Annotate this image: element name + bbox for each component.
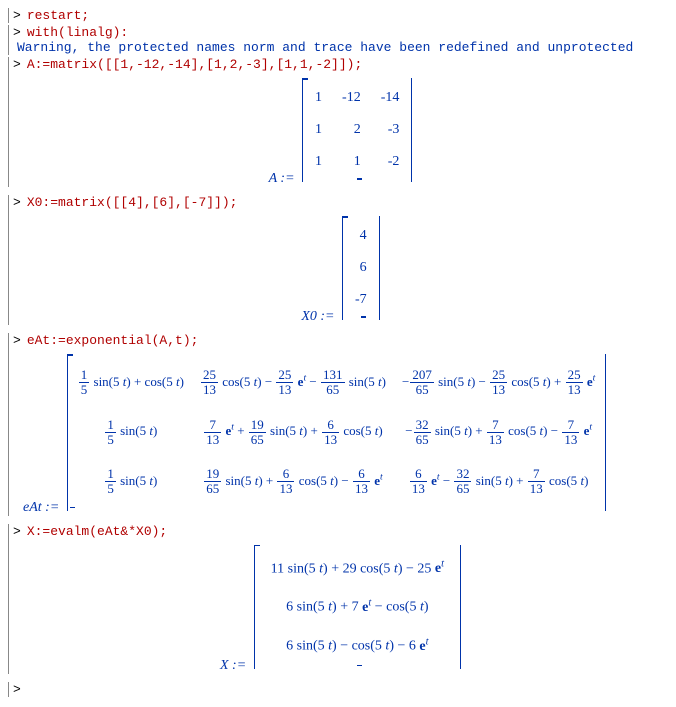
matrix-cell: 1965 sin(5 t) + 613 cos(5 t) − 613 et <box>192 457 394 507</box>
block-eAt: > eAt:=exponential(A,t); eAt := 15 sin(5… <box>8 333 668 516</box>
prompt-X[interactable]: > X:=evalm(eAt&*X0); <box>13 524 668 539</box>
matrix-A: 1-12-1412-311-2 <box>302 78 412 182</box>
matrix-cell: 15 sin(5 t) <box>70 457 192 507</box>
matrix-cell: -7 <box>345 284 377 316</box>
matrix-cell: −20765 sin(5 t) − 2513 cos(5 t) + 2513 e… <box>394 358 603 408</box>
lhs-eAt: eAt := <box>23 500 63 515</box>
warning-text: Warning, the protected names norm and tr… <box>13 40 668 55</box>
matrix-cell: -2 <box>371 146 410 178</box>
matrix-X0: 46-7 <box>342 216 380 320</box>
matrix-cell: 1 <box>305 114 332 146</box>
block-restart: > restart; <box>8 8 668 23</box>
cmd-with[interactable]: with(linalg): <box>27 25 128 40</box>
prompt-X0[interactable]: > X0:=matrix([[4],[6],[-7]]); <box>13 195 668 210</box>
block-A: > A:=matrix([[1,-12,-14],[1,2,-3],[1,1,-… <box>8 57 668 187</box>
prompt-marker: > <box>13 8 21 23</box>
matrix-cell: 6 <box>345 252 377 284</box>
cmd-restart[interactable]: restart; <box>27 8 89 23</box>
prompt-marker: > <box>13 57 21 72</box>
matrix-cell: 613 et − 3265 sin(5 t) + 713 cos(5 t) <box>394 457 603 507</box>
cmd-A[interactable]: A:=matrix([[1,-12,-14],[1,2,-3],[1,1,-2]… <box>27 57 362 72</box>
matrix-cell: 1 <box>305 82 332 114</box>
cmd-eAt[interactable]: eAt:=exponential(A,t); <box>27 333 199 348</box>
prompt-restart[interactable]: > restart; <box>13 8 668 23</box>
matrix-cell: 6 sin(5 t) + 7 et − cos(5 t) <box>257 587 458 626</box>
block-X: > X:=evalm(eAt&*X0); X := 11 sin(5 t) + … <box>8 524 668 674</box>
prompt-marker: > <box>13 524 21 539</box>
block-with-linalg: > with(linalg): Warning, the protected n… <box>8 25 668 55</box>
matrix-cell: -3 <box>371 114 410 146</box>
prompt-marker: > <box>13 25 21 40</box>
output-A: A := 1-12-1412-311-2 <box>13 78 668 187</box>
prompt-marker: > <box>13 333 21 348</box>
matrix-cell: 11 sin(5 t) + 29 cos(5 t) − 25 et <box>257 549 458 588</box>
matrix-cell: 15 sin(5 t) + cos(5 t) <box>70 358 192 408</box>
matrix-cell: 2513 cos(5 t) − 2513 et − 13165 sin(5 t) <box>192 358 394 408</box>
matrix-cell: 15 sin(5 t) <box>70 408 192 458</box>
matrix-cell: 6 sin(5 t) − cos(5 t) − 6 et <box>257 626 458 665</box>
matrix-cell: −3265 sin(5 t) + 713 cos(5 t) − 713 et <box>394 408 603 458</box>
lhs-X: X := <box>220 658 250 673</box>
lhs-A: A := <box>269 171 299 186</box>
matrix-cell: 2 <box>332 114 371 146</box>
matrix-cell: -14 <box>371 82 410 114</box>
prompt-marker: > <box>13 682 21 697</box>
matrix-cell: 1 <box>332 146 371 178</box>
output-eAt: eAt := 15 sin(5 t) + cos(5 t)2513 cos(5 … <box>13 354 668 516</box>
prompt-A[interactable]: > A:=matrix([[1,-12,-14],[1,2,-3],[1,1,-… <box>13 57 668 72</box>
prompt-marker: > <box>13 195 21 210</box>
prompt-empty[interactable]: > <box>13 682 668 697</box>
cmd-X[interactable]: X:=evalm(eAt&*X0); <box>27 524 167 539</box>
prompt-eAt[interactable]: > eAt:=exponential(A,t); <box>13 333 668 348</box>
output-X: X := 11 sin(5 t) + 29 cos(5 t) − 25 et6 … <box>13 545 668 674</box>
matrix-cell: 4 <box>345 220 377 252</box>
matrix-cell: -12 <box>332 82 371 114</box>
matrix-cell: 713 et + 1965 sin(5 t) + 613 cos(5 t) <box>192 408 394 458</box>
matrix-eAt: 15 sin(5 t) + cos(5 t)2513 cos(5 t) − 25… <box>67 354 607 511</box>
prompt-with[interactable]: > with(linalg): <box>13 25 668 40</box>
block-empty: > <box>8 682 668 697</box>
block-X0: > X0:=matrix([[4],[6],[-7]]); X0 := 46-7 <box>8 195 668 325</box>
output-X0: X0 := 46-7 <box>13 216 668 325</box>
lhs-X0: X0 := <box>301 309 338 324</box>
cmd-X0[interactable]: X0:=matrix([[4],[6],[-7]]); <box>27 195 238 210</box>
matrix-X: 11 sin(5 t) + 29 cos(5 t) − 25 et6 sin(5… <box>254 545 461 669</box>
matrix-cell: 1 <box>305 146 332 178</box>
